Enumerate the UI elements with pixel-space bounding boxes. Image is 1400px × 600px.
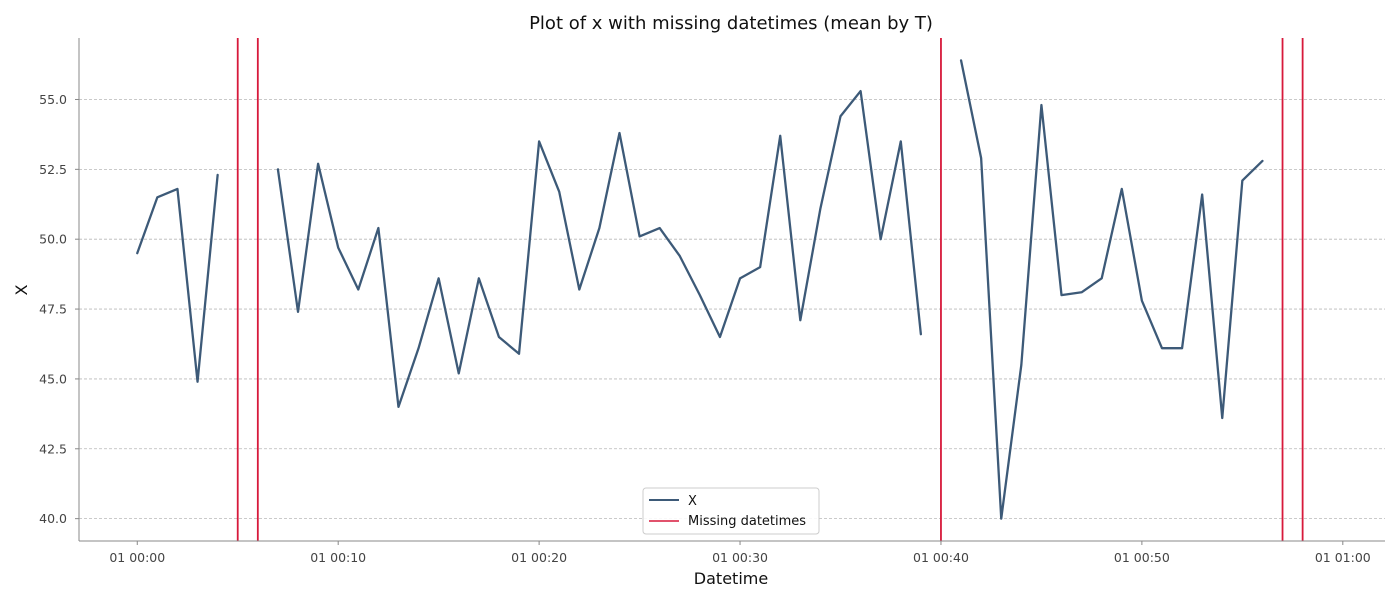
x-axis-title: Datetime	[694, 569, 768, 588]
axes	[75, 38, 1385, 545]
series-lines	[136, 59, 1264, 520]
chart-title: Plot of x with missing datetimes (mean b…	[529, 13, 933, 34]
y-tick-label: 50.0	[39, 232, 67, 247]
x-tick-label: 01 00:00	[109, 550, 165, 565]
legend-label-missing: Missing datetimes	[688, 514, 806, 529]
grid	[79, 99, 1385, 520]
tick-labels: 40.0 42.5 45.0 47.5 50.0 52.5 55.0 01 00:00 01 0…	[39, 92, 1371, 565]
y-tick-label: 40.0	[39, 511, 67, 526]
x-tick-label: 01 00:40	[913, 550, 969, 565]
y-tick-label: 52.5	[39, 162, 67, 177]
missing-datetime-lines	[236, 38, 1304, 541]
x-tick-label: 01 00:50	[1114, 550, 1170, 565]
x-tick-label: 01 01:00	[1315, 550, 1371, 565]
y-tick-label: 47.5	[39, 302, 67, 317]
legend-box	[642, 487, 820, 535]
x-tick-label: 01 00:20	[511, 550, 567, 565]
x-tick-label: 01 00:30	[712, 550, 768, 565]
legend-label-x: X	[688, 494, 697, 509]
y-tick-label: 42.5	[39, 441, 67, 456]
x-tick-label: 01 00:10	[310, 550, 366, 565]
legend: X Missing datetimes	[642, 487, 820, 535]
y-axis-title: X	[12, 284, 31, 295]
y-tick-label: 45.0	[39, 371, 67, 386]
series-line-x	[136, 59, 1264, 520]
y-tick-label: 55.0	[39, 92, 67, 107]
